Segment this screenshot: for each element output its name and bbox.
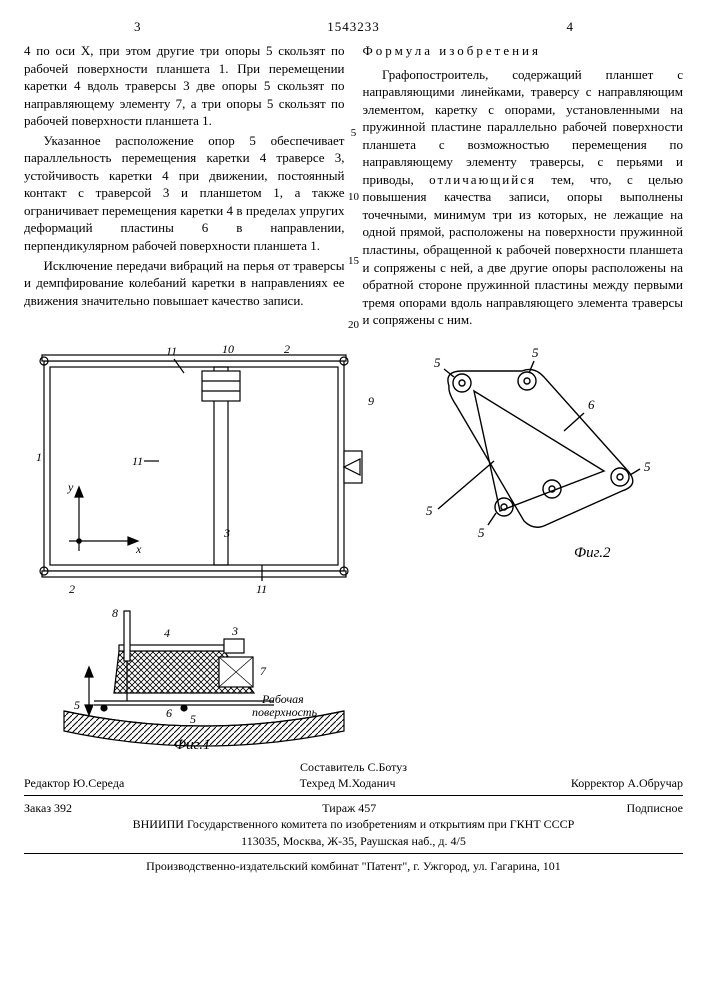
line-marker-20: 20 xyxy=(344,318,364,333)
order-number: Заказ 392 xyxy=(24,800,72,816)
p-ref-5a: 5 xyxy=(434,355,441,370)
ref-9: 9 xyxy=(368,394,374,408)
ref-11a: 11 xyxy=(166,344,177,358)
right-column: Формула изобретения Графопостроитель, со… xyxy=(363,42,684,331)
footer-block: Составитель С.Ботуз Редактор Ю.Середа Те… xyxy=(24,759,683,874)
ref-2b: 2 xyxy=(284,342,290,356)
page-number-right: 4 xyxy=(567,18,574,36)
figure-2-block: 5 5 5 5 5 6 Фиг.2 xyxy=(404,341,683,571)
sec-ref-3: 3 xyxy=(231,624,238,638)
p-ref-5e: 5 xyxy=(426,503,433,518)
print-house: Производственно-издательский комбинат "П… xyxy=(24,858,683,874)
figure-2: 5 5 5 5 5 6 Фиг.2 xyxy=(404,341,664,571)
address-line: 113035, Москва, Ж-35, Раушская наб., д. … xyxy=(24,833,683,849)
figure-1-block: 1 2 2 3 9 10 11 11 11 y x xyxy=(24,341,384,751)
corrector-credit: Корректор А.Обручар xyxy=(571,775,683,791)
sec-ref-4: 4 xyxy=(164,626,170,640)
tech-credit: Техред М.Ходанич xyxy=(300,775,396,791)
ref-2a: 2 xyxy=(69,582,75,596)
left-column: 4 по оси X, при этом другие три опоры 5 … xyxy=(24,42,345,331)
ref-1: 1 xyxy=(36,450,42,464)
line-marker-10: 10 xyxy=(344,190,364,205)
axis-y: y xyxy=(67,480,74,494)
right-para-1: Графопостроитель, содержащий планшет с н… xyxy=(363,66,684,329)
footer-rule-1 xyxy=(24,795,683,796)
p-ref-6: 6 xyxy=(588,397,595,412)
p-ref-5c: 5 xyxy=(644,459,651,474)
page-number-left: 3 xyxy=(134,18,141,36)
p-ref-5d: 5 xyxy=(478,525,485,540)
document-number: 1543233 xyxy=(327,18,380,36)
claims-title: Формула изобретения xyxy=(363,42,684,60)
sec-ref-8: 8 xyxy=(112,606,118,620)
line-marker-5: 5 xyxy=(344,126,364,141)
ref-11b: 11 xyxy=(132,454,143,468)
sec-ref-6: 6 xyxy=(166,706,172,720)
figure-1-section: 8 4 3 7 5 5 6 Рабочаяповерхность Фиг.1 xyxy=(24,601,384,751)
fig2-caption: Фиг.2 xyxy=(574,545,611,561)
body-text-area: 5 10 15 20 4 по оси X, при этом другие т… xyxy=(24,42,683,331)
claim-text-c: тем, что, с целью повышения качества зап… xyxy=(363,172,684,327)
tirazh: Тираж 457 xyxy=(322,800,376,816)
fig1-caption: Фиг.1 xyxy=(174,737,210,751)
figures-block: 1 2 2 3 9 10 11 11 11 y x xyxy=(24,341,683,751)
editor-credit: Редактор Ю.Середа xyxy=(24,775,124,791)
org-line: ВНИИПИ Государственного комитета по изоб… xyxy=(24,816,683,832)
claim-text-a: Графопостроитель, содержащий планшет с н… xyxy=(363,67,684,187)
figure-top-view: 1 2 2 3 9 10 11 11 11 y x xyxy=(24,341,384,601)
axis-x: x xyxy=(135,542,142,556)
claim-text-distinct: отличающийся xyxy=(429,172,536,187)
compiler-line: Составитель С.Ботуз xyxy=(24,759,683,775)
ref-3: 3 xyxy=(223,526,230,540)
sec-ref-5b: 5 xyxy=(190,712,196,726)
surface-label: Рабочаяповерхность xyxy=(252,692,318,719)
left-para-2: Указанное расположение опор 5 обеспечива… xyxy=(24,132,345,255)
footer-rule-2 xyxy=(24,853,683,854)
signed: Подписное xyxy=(626,800,683,816)
left-para-3: Исключение передачи вибраций на перья от… xyxy=(24,257,345,310)
p-ref-5b: 5 xyxy=(532,345,539,360)
line-marker-15: 15 xyxy=(344,254,364,269)
page-header: 3 1543233 4 xyxy=(24,18,683,36)
sec-ref-5a: 5 xyxy=(74,698,80,712)
ref-11c: 11 xyxy=(256,582,267,596)
left-para-1: 4 по оси X, при этом другие три опоры 5 … xyxy=(24,42,345,130)
sec-ref-7: 7 xyxy=(260,664,267,678)
ref-10: 10 xyxy=(222,342,234,356)
